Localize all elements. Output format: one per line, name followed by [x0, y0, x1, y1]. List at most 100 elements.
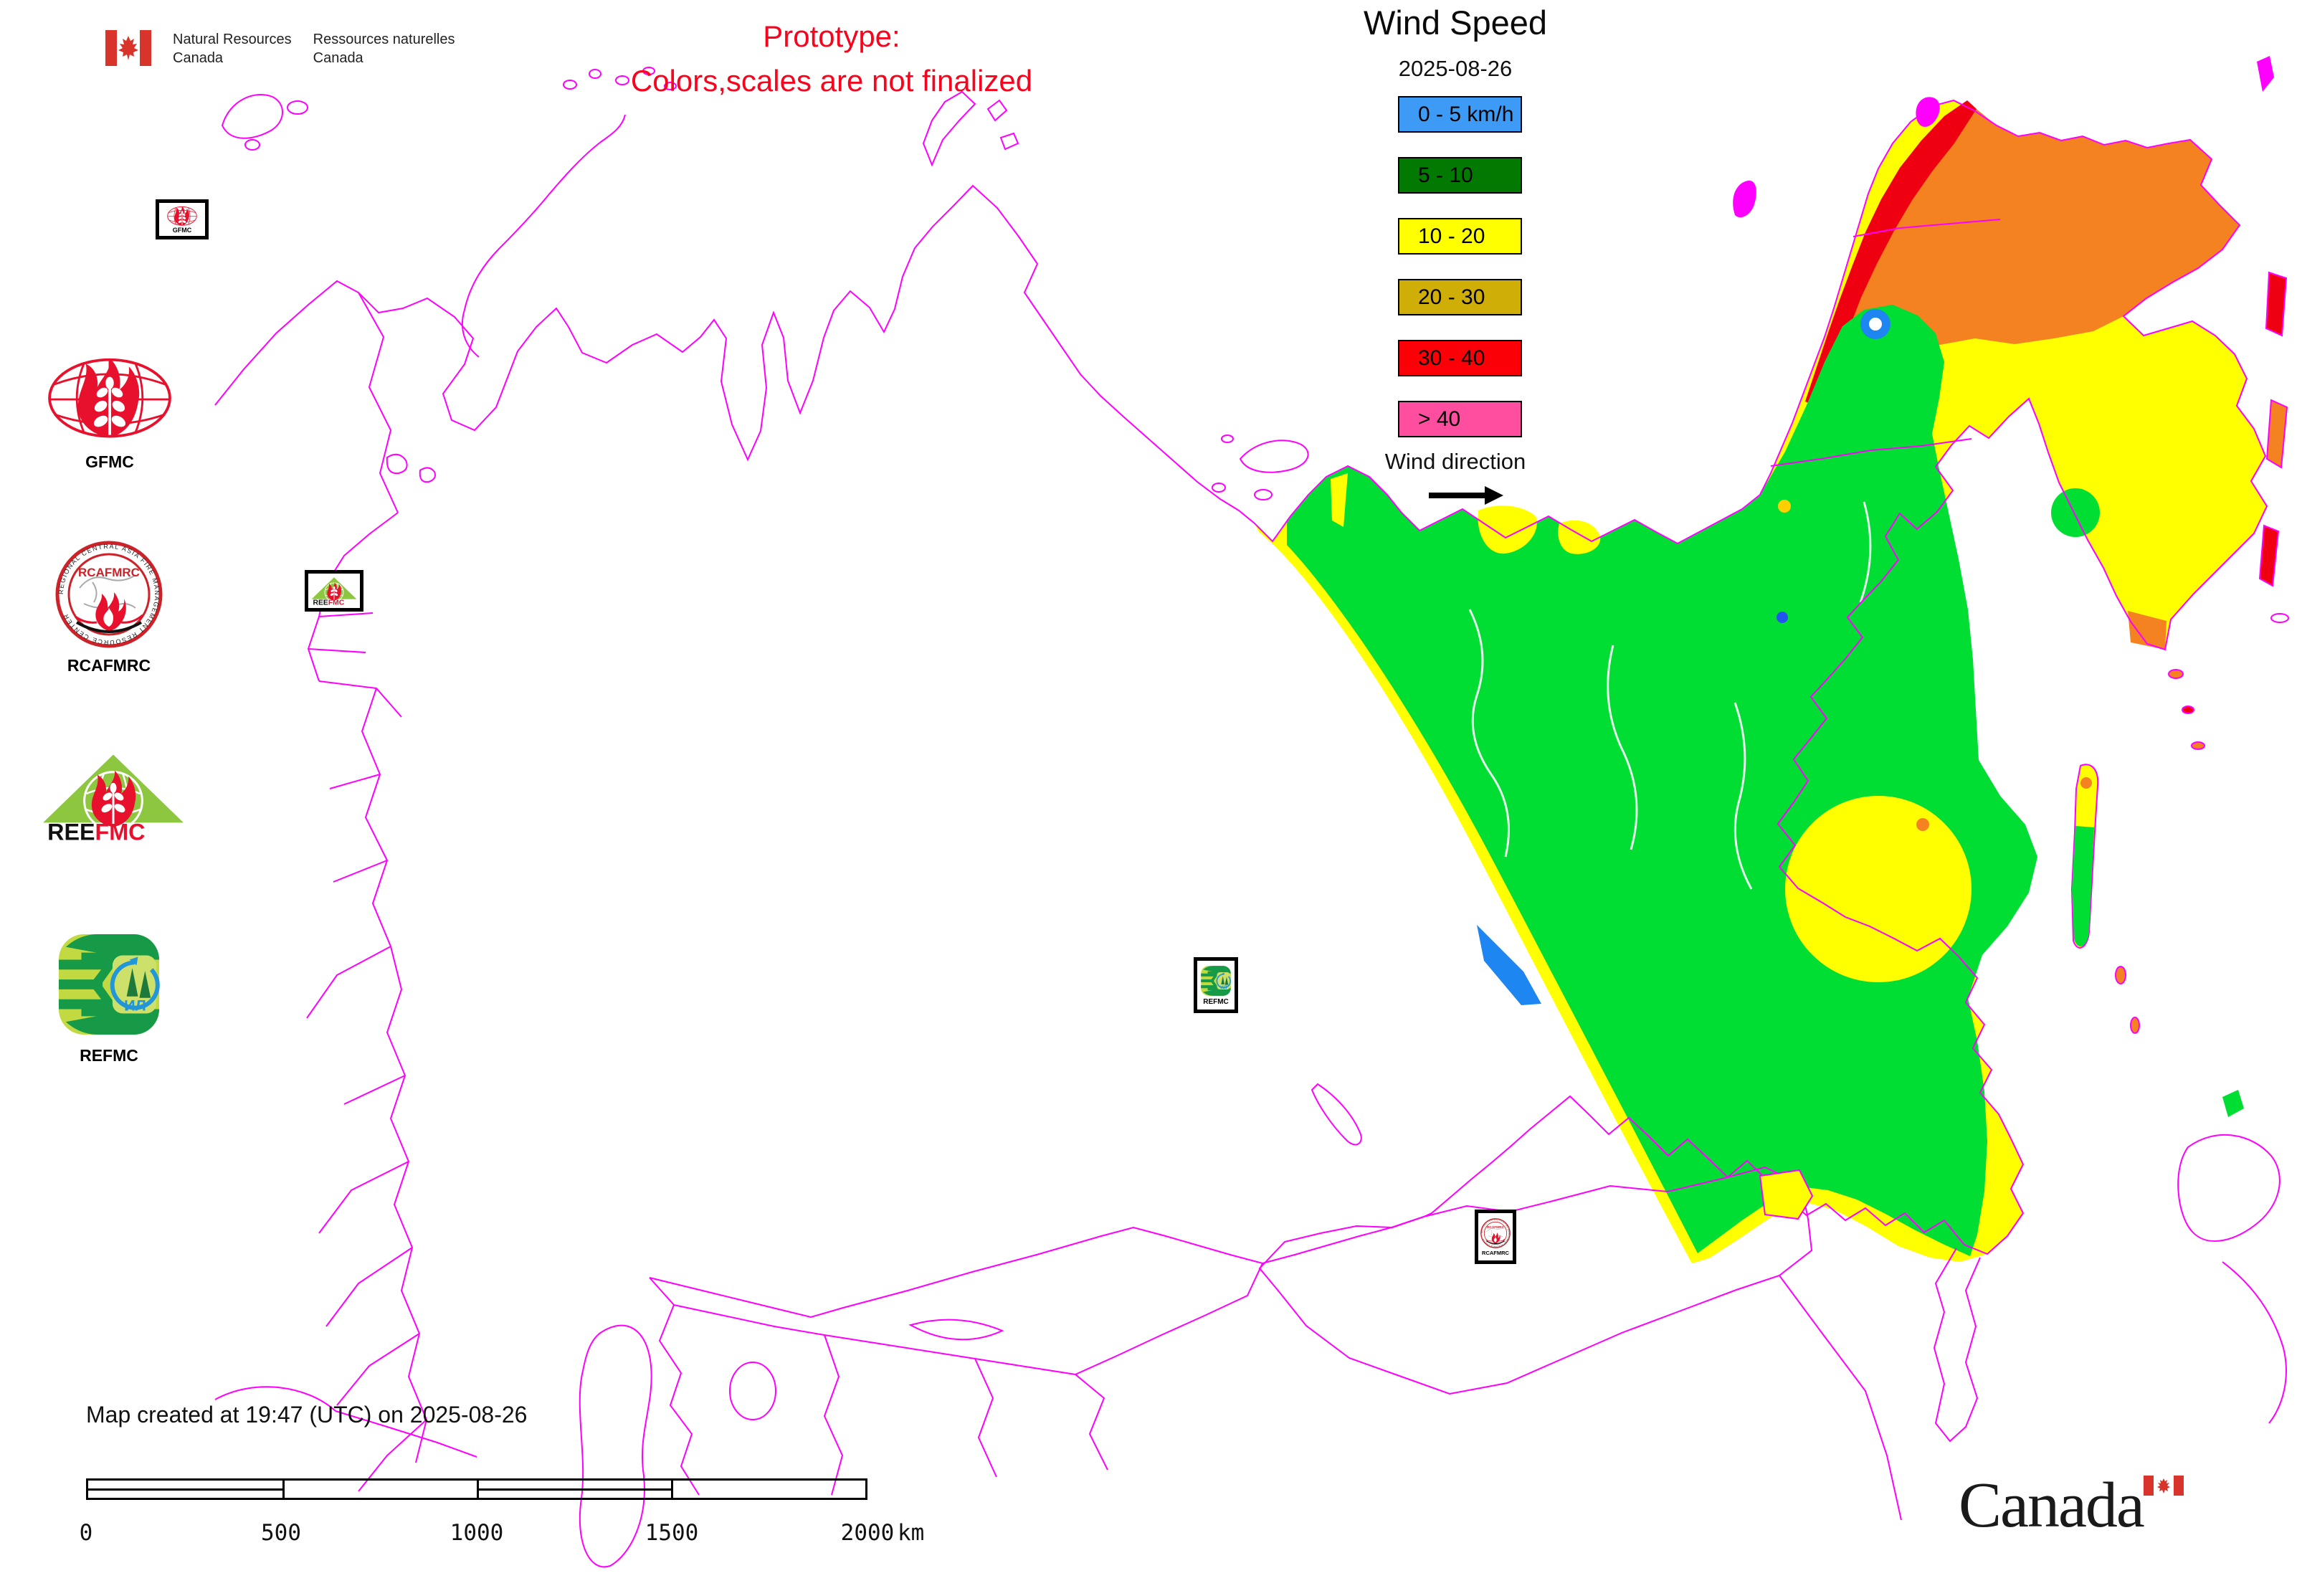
station-dot-calm-inner [1869, 318, 1882, 331]
overlay-pink-corner [2257, 56, 2274, 92]
edge-red-1 [2265, 271, 2288, 337]
overlay-yellow-delta-1 [1331, 473, 1348, 527]
map-created-timestamp: Map created at 19:47 (UTC) on 2025-08-26 [86, 1402, 528, 1428]
legend-label-40plus: > 40 [1418, 407, 1461, 431]
lake-ladoga [386, 453, 436, 483]
rcafmrc-marker-label: RCAFMRC [1482, 1249, 1509, 1256]
scale-tick-2000: 2000 [840, 1520, 895, 1546]
map-marker-reefmc [305, 570, 363, 612]
scale-tick-500: 500 [261, 1520, 301, 1546]
legend-label-5-10: 5 - 10 [1418, 163, 1473, 187]
kamchatka-green-circle [2051, 488, 2100, 537]
scale-tick-1000: 1000 [450, 1520, 504, 1546]
station-dot-blue [1777, 612, 1788, 623]
legend-title: Wind Speed [1363, 4, 1548, 42]
severnaya-zemlya [922, 90, 1019, 167]
central-asia-borders [649, 1263, 1263, 1496]
legend-swatch-20-30: 20 - 30 [1398, 279, 1522, 315]
station-dot-yellow [1778, 500, 1791, 513]
rcafmrc-logo-label: RCAFMRC [67, 656, 151, 675]
svalbard-small-1 [287, 100, 308, 115]
nrcan-en-line2: Canada [173, 50, 224, 66]
legend-date: 2025-08-26 [1398, 56, 1513, 81]
rcafmrc-logo-icon [54, 541, 163, 648]
aral-sea [729, 1362, 776, 1420]
scale-unit: km [898, 1520, 925, 1546]
map-marker-rcafmrc: RCAFMRC [1475, 1210, 1516, 1264]
franz-josef-islands [563, 67, 677, 90]
reefmc-logo-icon [37, 750, 189, 843]
reefmc-marker-icon [310, 576, 358, 606]
legend-label-20-30: 20 - 30 [1418, 285, 1485, 309]
new-siberian-small-1 [1212, 483, 1226, 493]
svalbard-small-2 [244, 139, 260, 151]
nrcan-en-line1: Natural Resources [173, 32, 292, 47]
svalbard-islands [221, 93, 283, 139]
refmc-marker-label: REFMC [1203, 997, 1229, 1006]
kuril-5 [2130, 1017, 2140, 1034]
prototype-notice-line1: Prototype: [763, 19, 900, 53]
wind-direction-arrow-icon [1429, 486, 1508, 505]
sakhalin-green [2072, 826, 2094, 947]
wind-direction-label: Wind direction [1384, 449, 1526, 474]
lake-balkhash [908, 1319, 1004, 1341]
nrcan-title-fr: Ressources naturelles Canada [313, 30, 455, 67]
kuril-2 [2182, 706, 2194, 714]
gfmc-marker-label: GFMC [172, 226, 192, 234]
legend-label-30-40: 30 - 40 [1418, 346, 1485, 370]
sakhalin-orange-spot [2080, 777, 2092, 789]
legend-swatch-40plus: > 40 [1398, 401, 1522, 437]
gfmc-marker-icon [164, 206, 200, 227]
legend-swatch-30-40: 30 - 40 [1398, 340, 1522, 376]
scale-bar [86, 1478, 867, 1500]
legend-swatch-0-5: 0 - 5 km/h [1398, 96, 1522, 133]
hokkaido-outline [2177, 1134, 2280, 1243]
primorye-yellow-patch [1759, 1169, 1814, 1220]
station-dot-orange [1916, 818, 1929, 831]
gfmc-logo-label: GFMC [85, 452, 134, 471]
nrcan-fr-line2: Canada [313, 50, 363, 66]
legend-swatch-5-10: 5 - 10 [1398, 157, 1522, 194]
new-siberian-small-3 [1221, 434, 1234, 443]
kamchatka-orange-tip [2128, 611, 2167, 650]
nrcan-title-en: Natural Resources Canada [173, 30, 292, 67]
canada-wordmark-text: Canada [1959, 1470, 2145, 1541]
map-marker-gfmc: GFMC [156, 199, 209, 239]
refmc-logo-icon [56, 931, 162, 1038]
overlay-pink-tip [1916, 97, 1940, 127]
map-marker-refmc: REFMC [1194, 957, 1238, 1013]
legend-swatch-10-20: 10 - 20 [1398, 218, 1522, 255]
nrcan-fr-line1: Ressources naturelles [313, 32, 455, 47]
overlay-region-border [1770, 219, 2001, 467]
korea-outline [1933, 1248, 1981, 1443]
canada-flag-icon [105, 30, 151, 66]
rcafmrc-logo: RCAFMRC [54, 541, 163, 675]
legend-label-10-20: 10 - 20 [1418, 224, 1485, 248]
overlay-yellow-circle [1785, 796, 1972, 982]
kuril-3 [2191, 741, 2205, 750]
river-lines [1468, 501, 1872, 890]
reefmc-logo [37, 750, 189, 847]
new-siberian-islands [1239, 440, 1309, 473]
edge-red-2 [2258, 524, 2280, 587]
edge-orange-1 [2265, 399, 2288, 469]
scale-bar-segment-4 [671, 1481, 865, 1498]
prototype-notice-line2: Colors,scales are not finalized [630, 64, 1033, 98]
mongolia-border [1258, 1166, 1813, 1395]
honshu-outline [2222, 1261, 2287, 1424]
scale-tick-1500: 1500 [645, 1520, 699, 1546]
gfmc-logo: GFMC [43, 356, 176, 472]
scale-tick-0: 0 [79, 1520, 93, 1546]
overlay-green [1287, 305, 2037, 1256]
overlay-yellow-delta-2 [1478, 505, 1537, 554]
refmc-logo-label: REFMC [80, 1046, 138, 1065]
west-borders [306, 292, 428, 1492]
black-sea-coast [214, 1386, 477, 1458]
kuril-1 [2168, 669, 2184, 679]
novaya-zemlya [461, 114, 626, 358]
wrangel-island-pink [1733, 180, 1756, 218]
prototype-notice: Prototype: Colors,scales are not finaliz… [574, 14, 1090, 103]
scale-bar-segment-3 [477, 1481, 671, 1498]
